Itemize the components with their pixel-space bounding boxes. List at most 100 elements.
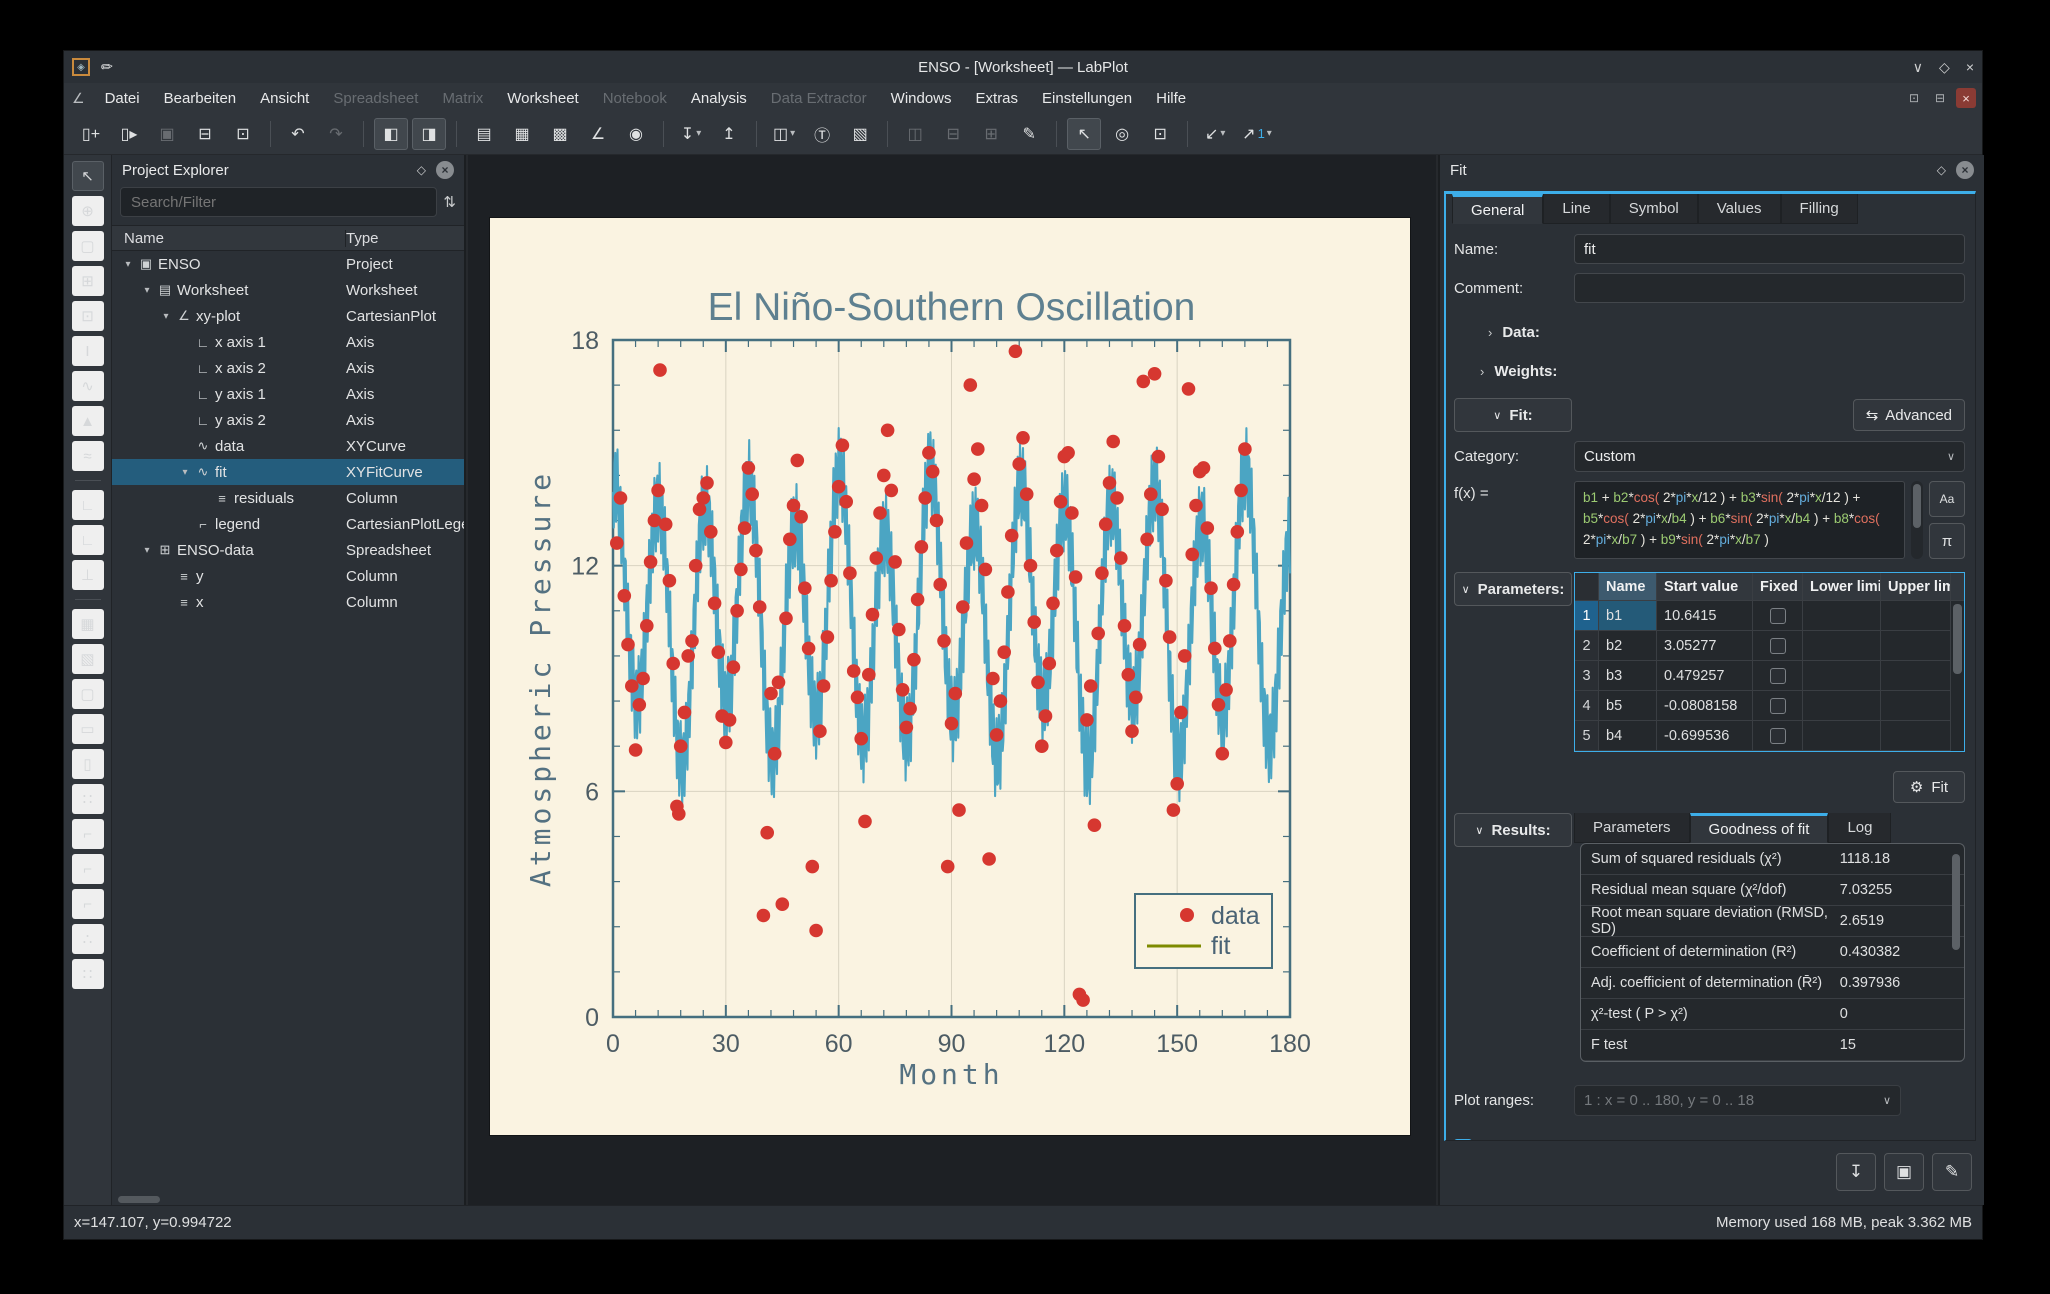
param-fixed[interactable] bbox=[1753, 661, 1803, 690]
zoom-select-tool[interactable]: ▢ bbox=[71, 679, 104, 709]
formula-scrollbar[interactable] bbox=[1911, 481, 1923, 559]
param-row-b3[interactable]: 3 b3 0.479257 bbox=[1575, 661, 1964, 691]
new-folder-button[interactable]: ▤ bbox=[467, 118, 501, 150]
visible-checkbox[interactable]: ✓ bbox=[1454, 1139, 1472, 1140]
param-fixed[interactable] bbox=[1753, 601, 1803, 630]
name-field[interactable] bbox=[1574, 234, 1965, 264]
undo-button[interactable]: ↶ bbox=[281, 118, 315, 150]
navigate-mode-button[interactable]: ◎ bbox=[1105, 118, 1139, 150]
data-section-toggle[interactable]: › Data: bbox=[1488, 324, 1540, 341]
fixed-checkbox[interactable] bbox=[1769, 607, 1786, 624]
tab-values[interactable]: Values bbox=[1697, 194, 1781, 224]
auto-fit-button[interactable]: ↙ ▾ bbox=[1198, 118, 1232, 150]
tree-item-y-axis-1[interactable]: ∟ y axis 1 Axis bbox=[112, 381, 464, 407]
param-start-value[interactable]: -0.699536 bbox=[1657, 721, 1753, 750]
add-x-axis-tool[interactable]: ∟ bbox=[71, 490, 104, 520]
param-row-b4[interactable]: 5 b4 -0.699536 bbox=[1575, 721, 1964, 751]
worksheet-canvas[interactable]: 0 30 60 90 120 150 180 0 6 12 18 El Niño-Southern O… bbox=[490, 218, 1410, 1135]
vertical-scrollbar[interactable] bbox=[1950, 848, 1962, 1057]
zoom-y-select-tool[interactable]: ▯ bbox=[71, 749, 104, 779]
advanced-button[interactable]: ⇆ Advanced bbox=[1852, 399, 1965, 431]
align-tool[interactable]: ∷ bbox=[71, 784, 104, 814]
chevron-down-icon[interactable]: ▾ bbox=[144, 284, 150, 296]
param-fixed[interactable] bbox=[1753, 721, 1803, 750]
param-name[interactable]: b4 bbox=[1599, 721, 1657, 750]
tree-item-xy-plot[interactable]: ▾ ∠ xy-plot CartesianPlot bbox=[112, 303, 464, 329]
new-project-button[interactable]: ▯+ bbox=[74, 118, 108, 150]
minimize-button[interactable]: ∨ bbox=[1912, 58, 1924, 75]
menu-hilfe[interactable]: Hilfe bbox=[1156, 89, 1187, 107]
float-dock-icon[interactable]: ◇ bbox=[416, 163, 426, 177]
menu-windows[interactable]: Windows bbox=[890, 89, 952, 107]
edit-layout-button[interactable]: ✎ bbox=[1012, 118, 1046, 150]
select-mode-button[interactable]: ↖ bbox=[1067, 117, 1102, 150]
search-input[interactable] bbox=[120, 187, 438, 217]
new-matrix-button[interactable]: ▩ bbox=[543, 118, 577, 150]
load-function-button[interactable]: ↧ bbox=[1836, 1153, 1876, 1191]
menu-worksheet[interactable]: Worksheet bbox=[507, 89, 579, 107]
param-row-b2[interactable]: 2 b2 3.05277 bbox=[1575, 631, 1964, 661]
fixed-checkbox[interactable] bbox=[1769, 667, 1786, 684]
param-name[interactable]: b3 bbox=[1599, 661, 1657, 690]
toggle-properties-explorer-button[interactable]: ◨ bbox=[412, 117, 446, 150]
tree-item-enso-data[interactable]: ▾ ⊞ ENSO-data Spreadsheet bbox=[112, 537, 464, 563]
add-scale-tool[interactable]: ⊥ bbox=[71, 560, 104, 590]
param-start-value[interactable]: 3.05277 bbox=[1657, 631, 1753, 660]
export-button[interactable]: ↥ bbox=[712, 118, 746, 150]
worksheet-zoom-button[interactable]: ◫ ▾ bbox=[767, 118, 801, 150]
float-dock-icon[interactable]: ◇ bbox=[1936, 163, 1946, 177]
tab-general[interactable]: General bbox=[1452, 194, 1544, 224]
tree-item-x-axis-1[interactable]: ∟ x axis 1 Axis bbox=[112, 329, 464, 355]
image-button[interactable]: ▧ bbox=[843, 118, 877, 150]
formula-editor[interactable]: b1 + b2*cos( 2*pi*x/12 ) + b3*sin( 2*pi*… bbox=[1574, 481, 1905, 559]
y-axis-label[interactable]: Atmospheric Pressure bbox=[524, 470, 557, 887]
param-lower-limit[interactable] bbox=[1803, 661, 1881, 690]
fit-section-toggle[interactable]: ∨ Fit: bbox=[1454, 398, 1572, 432]
select-region-tool[interactable]: ▢ bbox=[71, 231, 104, 261]
add-y-axis-tool[interactable]: ∟ bbox=[71, 525, 104, 555]
open-project-button[interactable]: ▯▸ bbox=[112, 118, 146, 150]
vertical-scrollbar[interactable] bbox=[1951, 601, 1964, 751]
menu-bearbeiten[interactable]: Bearbeiten bbox=[163, 89, 237, 107]
xy-plot[interactable]: 0 30 60 90 120 150 180 0 6 12 18 El Niño-Southern O… bbox=[490, 218, 1410, 1135]
add-image-tool[interactable]: ▧ bbox=[71, 644, 104, 674]
mdi-detach-button[interactable]: ⊟ bbox=[1934, 91, 1946, 105]
param-row-b5[interactable]: 4 b5 -0.0808158 bbox=[1575, 691, 1964, 721]
new-worksheet-button[interactable]: ∠ bbox=[581, 118, 615, 150]
param-row-b1[interactable]: 1 b1 10.6415 bbox=[1575, 601, 1964, 631]
param-fixed[interactable] bbox=[1753, 631, 1803, 660]
param-start-value[interactable]: 0.479257 bbox=[1657, 661, 1753, 690]
tab-symbol[interactable]: Symbol bbox=[1609, 194, 1698, 224]
data-points[interactable] bbox=[610, 344, 1252, 1007]
fixed-checkbox[interactable] bbox=[1769, 697, 1786, 714]
param-name[interactable]: b5 bbox=[1599, 691, 1657, 720]
add-fit-curve-tool[interactable]: ≈ bbox=[71, 441, 104, 471]
param-name[interactable]: b1 bbox=[1599, 601, 1657, 630]
category-select[interactable]: Custom ∨ bbox=[1574, 441, 1965, 472]
tab-filling[interactable]: Filling bbox=[1780, 194, 1858, 224]
add-plot-area-tool[interactable]: ⊞ bbox=[71, 266, 104, 296]
mdi-restore-button[interactable]: ⊡ bbox=[1908, 91, 1920, 105]
param-upper-limit[interactable] bbox=[1881, 601, 1951, 630]
param-start-value[interactable]: 10.6415 bbox=[1657, 601, 1753, 630]
param-lower-limit[interactable] bbox=[1803, 721, 1881, 750]
tree-item-x-axis-2[interactable]: ∟ x axis 2 Axis bbox=[112, 355, 464, 381]
filter-options-icon[interactable]: ⇅ bbox=[443, 194, 456, 211]
param-upper-limit[interactable] bbox=[1881, 691, 1951, 720]
chevron-down-icon[interactable]: ▾ bbox=[182, 466, 188, 478]
tree-item-fit[interactable]: ▾ ∿ fit XYFitCurve bbox=[112, 459, 464, 485]
comment-field[interactable] bbox=[1574, 273, 1965, 303]
more-tools-1[interactable]: ∴ bbox=[71, 924, 104, 954]
new-datapicker-button[interactable]: ◉ bbox=[619, 118, 653, 150]
close-dock-icon[interactable]: × bbox=[1956, 161, 1974, 179]
fixed-checkbox[interactable] bbox=[1769, 727, 1786, 744]
print-preview-button[interactable]: ⊡ bbox=[226, 118, 260, 150]
menu-analysis[interactable]: Analysis bbox=[690, 89, 747, 107]
insert-function-button[interactable]: π bbox=[1929, 523, 1965, 559]
pointer-tool[interactable]: ↖ bbox=[71, 161, 104, 191]
chevron-down-icon[interactable]: ▾ bbox=[163, 310, 169, 322]
plot-title[interactable]: El Niño-Southern Oscillation bbox=[708, 286, 1196, 329]
fit-curve[interactable] bbox=[611, 426, 1292, 807]
tree-item-y[interactable]: ≡ y Column bbox=[112, 563, 464, 589]
